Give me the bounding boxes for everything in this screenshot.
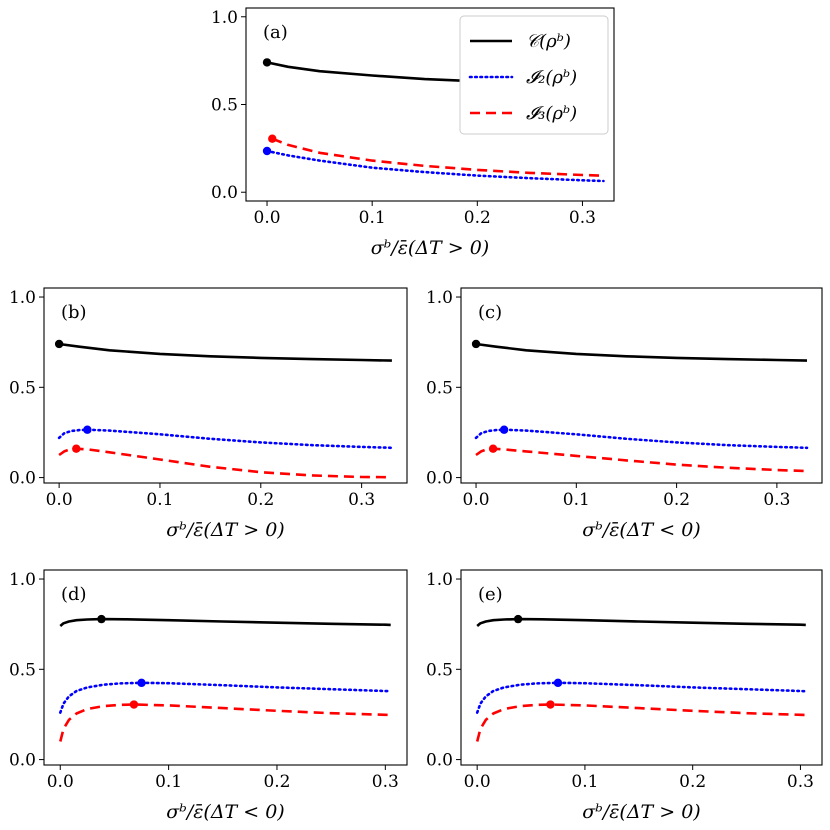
max-marker-C — [97, 614, 106, 624]
x-tick-label: 0.1 — [146, 490, 173, 510]
max-marker-C — [262, 58, 272, 67]
series-line-I2 — [474, 428, 809, 450]
y-tick-label: 1.0 — [426, 570, 453, 590]
series-line-I2 — [58, 681, 393, 714]
plot-frame — [43, 569, 408, 766]
panel-label: (e) — [478, 584, 503, 605]
y-tick-label: 1.0 — [426, 288, 453, 308]
panel-d: 0.0 0.1 0.2 0.3 0.0 0.5 1.0 (d) σᵇ/ε̄(ΔT < 0) — [9, 569, 408, 823]
x-tick-label: 0.3 — [763, 490, 790, 510]
y-tick-label: 0.5 — [426, 660, 453, 680]
series-line-I2 — [57, 428, 394, 450]
y-tick-label: 0.5 — [211, 96, 238, 116]
legend-box — [459, 15, 609, 135]
series-line-I2 — [475, 681, 808, 714]
max-marker-I2 — [137, 678, 146, 688]
x-axis-label: σᵇ/ε̄(ΔT < 0) — [166, 801, 284, 823]
panel-a: 0.0 0.1 0.2 0.3 0.0 0.5 1.0 (a) σᵇ/ε̄(ΔT > 0) 𝒞(ρ… — [211, 7, 615, 259]
x-tick-label: 0.1 — [155, 772, 182, 792]
panel-label: (b) — [61, 302, 87, 323]
y-tick-label: 1.0 — [9, 288, 36, 308]
panel-label: (a) — [263, 22, 288, 43]
panel-label: (d) — [61, 584, 87, 605]
y-tick-label: 0.0 — [9, 469, 36, 489]
x-tick-label: 0.1 — [563, 490, 590, 510]
max-marker-I3 — [129, 700, 139, 709]
plot-frame — [460, 287, 823, 484]
series-line-C — [59, 617, 391, 627]
y-tick-label: 0.5 — [426, 378, 453, 398]
x-axis-label: σᵇ/ε̄(ΔT > 0) — [166, 519, 284, 541]
panel-b: 0.0 0.1 0.2 0.3 0.0 0.5 1.0 (b) σᵇ/ε̄(ΔT > 0) — [9, 287, 408, 541]
legend-label: 𝒞(ρᵇ) — [526, 31, 571, 52]
max-marker-I3 — [546, 700, 555, 709]
legend-label: 𝓘₂(ρᵇ) — [526, 67, 577, 88]
x-tick-label: 0.3 — [348, 490, 375, 510]
legend-label: 𝓘₃(ρᵇ) — [526, 103, 577, 124]
y-tick-label: 0.0 — [426, 751, 453, 771]
x-tick-label: 0.2 — [679, 772, 706, 792]
x-tick-label: 0.3 — [372, 772, 399, 792]
x-tick-label: 0.0 — [464, 772, 491, 792]
x-tick-label: 0.2 — [263, 772, 290, 792]
x-tick-label: 0.3 — [569, 208, 596, 228]
max-marker-I2 — [83, 425, 92, 434]
x-tick-label: 0.2 — [247, 490, 274, 510]
x-tick-label: 0.0 — [254, 208, 281, 228]
plot-frame — [43, 287, 408, 484]
series-line-I2 — [265, 149, 605, 183]
series-line-C — [476, 617, 806, 627]
series-line-I3 — [58, 447, 392, 479]
max-marker-I3 — [488, 444, 498, 453]
panel-c: 0.0 0.1 0.2 0.3 0.0 0.5 1.0 (c) σᵇ/ε̄(ΔT < 0) — [426, 287, 823, 541]
series-line-C — [58, 342, 392, 362]
max-marker-I3 — [72, 444, 81, 453]
y-tick-label: 1.0 — [211, 8, 238, 28]
x-tick-label: 0.0 — [46, 490, 73, 510]
x-tick-label: 0.3 — [787, 772, 814, 792]
max-marker-C — [54, 339, 64, 349]
x-tick-label: 0.2 — [464, 208, 491, 228]
y-tick-label: 0.0 — [9, 751, 36, 771]
panel-label: (c) — [478, 302, 502, 323]
max-marker-C — [513, 614, 523, 624]
y-tick-label: 0.0 — [426, 469, 453, 489]
x-tick-label: 0.1 — [571, 772, 598, 792]
series-line-I3 — [271, 137, 604, 177]
series-line-C — [475, 342, 808, 362]
series-line-I3 — [475, 703, 806, 742]
x-tick-label: 0.1 — [359, 208, 386, 228]
max-marker-I3 — [268, 134, 277, 143]
x-tick-label: 0.0 — [463, 490, 490, 510]
max-marker-I2 — [262, 146, 272, 156]
max-marker-C — [471, 339, 481, 349]
legend: 𝒞(ρᵇ) 𝓘₂(ρᵇ) 𝓘₃(ρᵇ) — [459, 15, 609, 135]
series-line-I3 — [59, 703, 391, 742]
y-tick-label: 0.0 — [211, 183, 238, 203]
x-tick-label: 0.2 — [663, 490, 690, 510]
x-axis-label: σᵇ/ε̄(ΔT > 0) — [582, 801, 700, 823]
plot-frame — [460, 569, 823, 766]
series-line-I3 — [475, 447, 808, 473]
x-axis-label: σᵇ/ε̄(ΔT > 0) — [371, 237, 489, 259]
x-axis-label: σᵇ/ε̄(ΔT < 0) — [582, 519, 700, 541]
max-marker-I2 — [553, 678, 563, 688]
max-marker-I2 — [499, 425, 509, 434]
y-tick-label: 0.5 — [9, 660, 36, 680]
panel-e: 0.0 0.1 0.2 0.3 0.0 0.5 1.0 (e) σᵇ/ε̄(ΔT > 0) — [426, 569, 823, 823]
y-tick-label: 0.5 — [9, 378, 36, 398]
x-tick-label: 0.0 — [47, 772, 74, 792]
y-tick-label: 1.0 — [9, 570, 36, 590]
